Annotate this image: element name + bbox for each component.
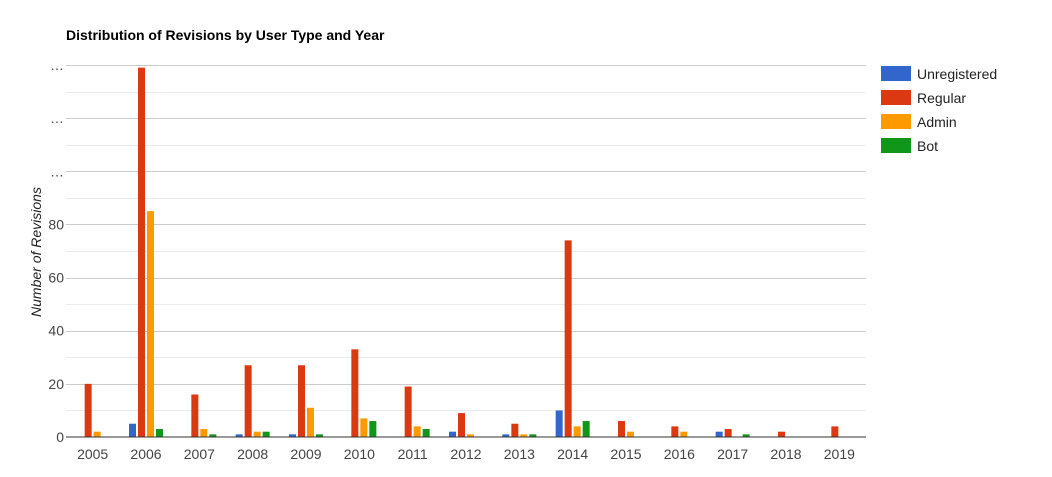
legend-label-regular[interactable]: Regular bbox=[917, 90, 966, 106]
bar-regular-2017[interactable] bbox=[724, 429, 732, 437]
bar-regular-2015[interactable] bbox=[618, 421, 625, 437]
x-tick-label: 2011 bbox=[398, 446, 428, 462]
bar-regular-2009[interactable] bbox=[298, 365, 305, 437]
x-tick-label: 2005 bbox=[77, 446, 108, 462]
y-tick-label: … bbox=[50, 110, 64, 126]
bar-regular-2010[interactable] bbox=[351, 349, 359, 437]
x-tick-label: 2019 bbox=[824, 446, 855, 462]
bar-regular-2013[interactable] bbox=[511, 423, 519, 437]
bar-unregistered-2009[interactable] bbox=[289, 434, 296, 437]
bars bbox=[84, 67, 839, 438]
bar-bot-2010[interactable] bbox=[369, 421, 377, 437]
y-tick-label: 20 bbox=[48, 376, 64, 392]
legend-swatch-admin bbox=[881, 114, 911, 129]
x-tick-label: 2006 bbox=[130, 446, 161, 462]
legend-label-admin[interactable]: Admin bbox=[917, 114, 957, 130]
bar-admin-2016[interactable] bbox=[680, 431, 688, 437]
bar-unregistered-2017[interactable] bbox=[715, 431, 723, 437]
bar-admin-2011[interactable] bbox=[413, 426, 421, 437]
x-tick-label: 2016 bbox=[664, 446, 695, 462]
legend: Unregistered Regular Admin Bot bbox=[881, 66, 997, 154]
y-tick-label: … bbox=[50, 163, 64, 179]
bar-bot-2007[interactable] bbox=[209, 434, 217, 437]
bar-admin-2013[interactable] bbox=[520, 434, 528, 437]
bar-unregistered-2014[interactable] bbox=[555, 410, 563, 437]
x-tick-label: 2014 bbox=[557, 446, 588, 462]
y-axis-label: Number of Revisions bbox=[28, 187, 44, 317]
x-tick-label: 2010 bbox=[344, 446, 375, 462]
x-tick-label: 2015 bbox=[610, 446, 641, 462]
bar-regular-2014[interactable] bbox=[564, 240, 572, 437]
bar-admin-2015[interactable] bbox=[627, 431, 634, 437]
x-axis-ticks: 2005 2006 2007 2008 2009 2010 2011 2012 2013 2014… bbox=[77, 446, 855, 462]
bar-admin-2010[interactable] bbox=[360, 418, 368, 437]
bar-regular-2005[interactable] bbox=[84, 383, 92, 437]
x-tick-label: 2007 bbox=[184, 446, 215, 462]
x-tick-label: 2018 bbox=[770, 446, 801, 462]
bar-regular-2011[interactable] bbox=[404, 386, 412, 437]
x-tick-label: 2008 bbox=[237, 446, 268, 462]
y-axis-ticks: 0 20 40 60 80 … … … bbox=[48, 57, 64, 445]
chart-title: Distribution of Revisions by User Type a… bbox=[66, 27, 385, 43]
bar-bot-2008[interactable] bbox=[262, 431, 270, 437]
bar-unregistered-2008[interactable] bbox=[235, 434, 243, 437]
bar-admin-2007[interactable] bbox=[200, 429, 208, 437]
bar-regular-2007[interactable] bbox=[191, 394, 199, 437]
bar-admin-2014[interactable] bbox=[573, 426, 581, 437]
bar-bot-2013[interactable] bbox=[529, 434, 537, 437]
bar-admin-2008[interactable] bbox=[253, 431, 261, 437]
legend-label-bot[interactable]: Bot bbox=[917, 138, 938, 154]
x-tick-label: 2012 bbox=[450, 446, 481, 462]
y-tick-label: 0 bbox=[56, 429, 64, 445]
legend-swatch-bot bbox=[881, 138, 911, 153]
bar-regular-2012[interactable] bbox=[458, 413, 465, 437]
x-tick-label: 2009 bbox=[290, 446, 321, 462]
bar-regular-2016[interactable] bbox=[671, 426, 679, 437]
gridlines bbox=[66, 65, 866, 411]
bar-regular-2006[interactable] bbox=[138, 67, 145, 438]
y-tick-label: … bbox=[50, 57, 64, 73]
y-tick-label: 40 bbox=[48, 323, 64, 339]
x-tick-label: 2017 bbox=[717, 446, 748, 462]
bar-regular-2019[interactable] bbox=[831, 426, 839, 437]
bar-regular-2008[interactable] bbox=[244, 365, 252, 437]
legend-label-unregistered[interactable]: Unregistered bbox=[917, 66, 997, 82]
bar-admin-2012[interactable] bbox=[467, 434, 474, 437]
bar-bot-2006[interactable] bbox=[156, 429, 163, 437]
bar-bot-2009[interactable] bbox=[316, 434, 323, 437]
y-tick-label: 60 bbox=[48, 270, 64, 286]
x-tick-label: 2013 bbox=[504, 446, 535, 462]
bar-admin-2009[interactable] bbox=[307, 407, 314, 437]
bar-bot-2011[interactable] bbox=[422, 429, 430, 437]
bar-unregistered-2006[interactable] bbox=[129, 423, 136, 437]
bar-unregistered-2012[interactable] bbox=[449, 431, 456, 437]
legend-swatch-regular bbox=[881, 90, 911, 105]
bar-regular-2018[interactable] bbox=[778, 431, 785, 437]
bar-admin-2005[interactable] bbox=[93, 431, 101, 437]
y-tick-label: 80 bbox=[48, 216, 64, 232]
bar-bot-2014[interactable] bbox=[582, 421, 590, 437]
legend-swatch-unregistered bbox=[881, 66, 911, 81]
bar-bot-2017[interactable] bbox=[742, 434, 750, 437]
bar-admin-2006[interactable] bbox=[147, 211, 154, 437]
bar-unregistered-2013[interactable] bbox=[502, 434, 510, 437]
